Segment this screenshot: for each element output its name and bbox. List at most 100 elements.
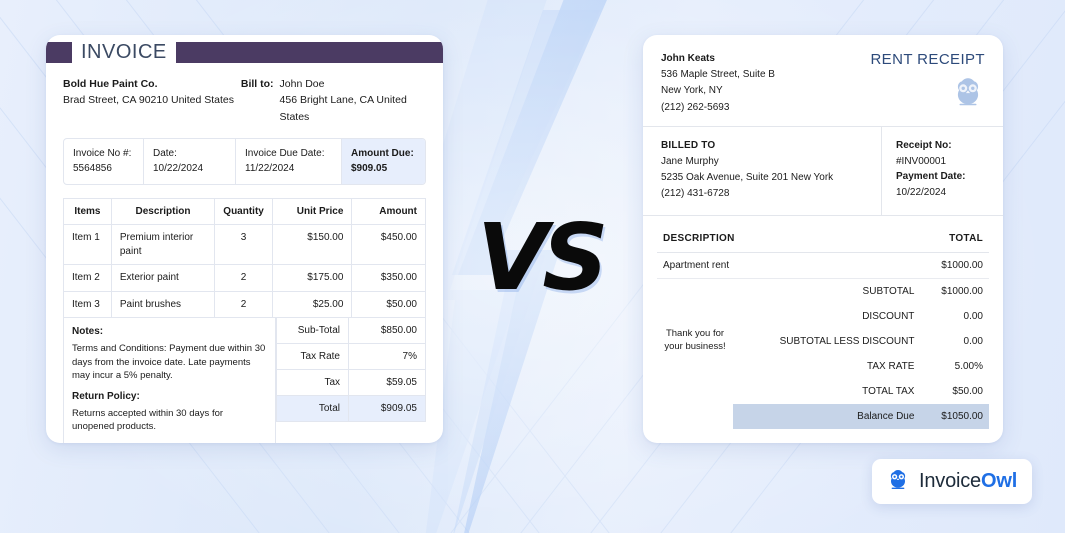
receipt-from-line1: 536 Maple Street, Suite B <box>661 69 775 81</box>
receipt-billed-to-phone: (212) 431-6728 <box>661 188 730 200</box>
cell-description: Apartment rent <box>657 252 921 279</box>
cell-description: Paint brushes <box>110 290 216 319</box>
invoice-meta-amount-due-value: $909.05 <box>351 162 388 174</box>
invoice-bill-to: Bill to: John Doe 456 Bright Lane, CA Un… <box>241 76 426 125</box>
receipt-meta-row: BILLED TO Jane Murphy 5235 Oak Avenue, S… <box>643 125 1003 216</box>
cell-unit-price: $150.00 <box>272 224 353 266</box>
cell-amount: $450.00 <box>351 224 426 266</box>
payment-date-value: 10/22/2024 <box>896 187 947 199</box>
invoice-bill-to-block: John Doe 456 Bright Lane, CA United Stat… <box>280 76 426 125</box>
receipt-billed-to-address: 5235 Oak Avenue, Suite 201 New York <box>661 172 834 184</box>
receipt-no-value: #INV00001 <box>896 155 947 167</box>
cell-quantity: 3 <box>214 224 274 266</box>
payment-date-label: Payment Date: <box>896 171 966 183</box>
invoice-meta-amount-due: Amount Due: $909.05 <box>342 138 425 184</box>
totals-label-subtotal: Sub-Total <box>276 318 349 345</box>
totals-row-tax: Tax $59.05 <box>276 369 426 397</box>
cell-unit-price: $25.00 <box>272 290 353 319</box>
col-quantity: Quantity <box>214 197 274 226</box>
balance-due-label: Balance Due <box>733 403 921 429</box>
col-items: Items <box>63 197 112 226</box>
logo-word-invoice: Invoice <box>919 470 981 492</box>
summary-value-subtotal-less-discount: 0.00 <box>963 335 983 347</box>
invoice-meta-date: Date: 10/22/2024 <box>144 138 236 184</box>
invoice-from-address: Brad Street, CA 90210 United States <box>63 94 235 107</box>
cell-amount: $50.00 <box>351 290 426 319</box>
totals-value-tax: $59.05 <box>348 369 426 397</box>
cell-item: Item 2 <box>63 264 112 292</box>
versus-label: VS <box>477 204 608 311</box>
balance-due-value: $1050.00 <box>920 403 989 429</box>
cell-item: Item 1 <box>63 224 112 266</box>
receipt-table-wrap: DESCRIPTION TOTAL Apartment rent $1000.0… <box>643 216 1003 429</box>
logo-text: InvoiceOwl <box>919 470 1017 493</box>
table-row: Item 1 Premium interior paint 3 $150.00 … <box>63 224 426 266</box>
cell-description: Exterior paint <box>110 264 216 292</box>
invoice-from-company: Bold Hue Paint Co. <box>63 78 158 90</box>
invoice-header-bar: INVOICE <box>46 35 443 71</box>
invoice-meta-due-date: Invoice Due Date: 11/22/2024 <box>236 138 342 184</box>
totals-label-tax: Tax <box>276 369 349 397</box>
invoice-title: INVOICE <box>81 41 167 63</box>
cell-total: $1000.00 <box>920 252 989 279</box>
invoice-meta-date-value: 10/22/2024 <box>153 162 204 174</box>
col-total: TOTAL <box>920 225 989 253</box>
receipt-table-header-row: DESCRIPTION TOTAL <box>657 225 989 253</box>
invoice-meta-date-label: Date: <box>153 147 177 159</box>
totals-value-subtotal: $850.00 <box>348 318 426 345</box>
invoiceowl-logo[interactable]: InvoiceOwl <box>872 459 1032 504</box>
cell-amount: $350.00 <box>351 264 426 292</box>
summary-value-tax-rate: 5.00% <box>954 360 983 372</box>
invoice-parties: Bold Hue Paint Co. Brad Street, CA 90210… <box>63 76 426 125</box>
summary-value-total-tax: $50.00 <box>952 385 983 397</box>
totals-row-tax-rate: Tax Rate 7% <box>276 343 426 371</box>
summary-row-discount: DISCOUNT 0.00 <box>657 304 989 329</box>
owl-icon <box>951 75 985 114</box>
table-row: Apartment rent $1000.00 <box>657 252 989 279</box>
col-amount: Amount <box>351 197 426 226</box>
invoice-card: INVOICE Bold Hue Paint Co. Brad Street, … <box>46 35 443 443</box>
cell-description: Premium interior paint <box>110 224 216 266</box>
invoice-meta-number-value: 5564856 <box>73 162 112 174</box>
invoice-meta-due-date-label: Invoice Due Date: <box>245 147 325 159</box>
invoice-notes: Notes: Terms and Conditions: Payment due… <box>63 318 276 443</box>
invoice-meta-box: Invoice No #: 5564856 Date: 10/22/2024 I… <box>63 137 426 185</box>
totals-label-tax-rate: Tax Rate <box>276 343 349 371</box>
receipt-brand: RENT RECEIPT <box>857 51 985 116</box>
receipt-from-line2: New York, NY <box>661 85 723 97</box>
invoice-bill-to-label: Bill to: <box>240 78 274 90</box>
invoice-totals: Sub-Total $850.00 Tax Rate 7% Tax $59.05… <box>276 318 426 443</box>
cell-item: Item 3 <box>63 290 112 319</box>
balance-due-row: Balance Due $1050.00 <box>657 403 989 429</box>
invoice-bill-to-address: 456 Bright Lane, CA United States <box>279 94 407 123</box>
totals-row-subtotal: Sub-Total $850.00 <box>276 318 426 345</box>
table-row: Item 3 Paint brushes 2 $25.00 $50.00 <box>63 290 426 319</box>
summary-row-tax-rate: TAX RATE 5.00% <box>657 354 989 379</box>
totals-label-total: Total <box>276 395 349 423</box>
receipt-table: DESCRIPTION TOTAL Apartment rent $1000.0… <box>657 225 989 429</box>
summary-label-subtotal-less-discount: SUBTOTAL LESS DISCOUNT <box>779 335 915 347</box>
summary-value-subtotal: $1000.00 <box>941 285 983 297</box>
totals-value-tax-rate: 7% <box>348 343 426 371</box>
invoice-title-holder: INVOICE <box>72 35 176 71</box>
invoice-items-header-row: Items Description Quantity Unit Price Am… <box>63 197 426 226</box>
invoice-notes-heading: Notes: <box>72 326 104 338</box>
invoice-items-table: Items Description Quantity Unit Price Am… <box>63 197 426 319</box>
invoice-return-body: Returns accepted within 30 days for unop… <box>72 407 224 433</box>
receipt-from: John Keats 536 Maple Street, Suite B New… <box>661 51 857 116</box>
totals-row-total: Total $909.05 <box>276 395 426 423</box>
invoice-return-heading: Return Policy: <box>72 391 140 403</box>
receipt-meta: Receipt No: #INV00001 Payment Date: 10/2… <box>881 126 1003 215</box>
col-description: DESCRIPTION <box>657 225 921 253</box>
receipt-billed-to-name: Jane Murphy <box>661 155 719 167</box>
receipt-billed-to-heading: BILLED TO <box>661 139 716 151</box>
rent-receipt-card: John Keats 536 Maple Street, Suite B New… <box>643 35 1003 443</box>
receipt-billed-to: BILLED TO Jane Murphy 5235 Oak Avenue, S… <box>643 127 881 215</box>
totals-value-total: $909.05 <box>348 395 426 423</box>
logo-word-owl: Owl <box>980 470 1018 492</box>
col-unit-price: Unit Price <box>272 197 353 226</box>
invoice-notes-body: Terms and Conditions: Payment due within… <box>72 342 266 382</box>
summary-value-discount: 0.00 <box>963 310 983 322</box>
summary-label-discount: DISCOUNT <box>862 310 915 322</box>
invoice-from: Bold Hue Paint Co. Brad Street, CA 90210… <box>63 76 241 125</box>
